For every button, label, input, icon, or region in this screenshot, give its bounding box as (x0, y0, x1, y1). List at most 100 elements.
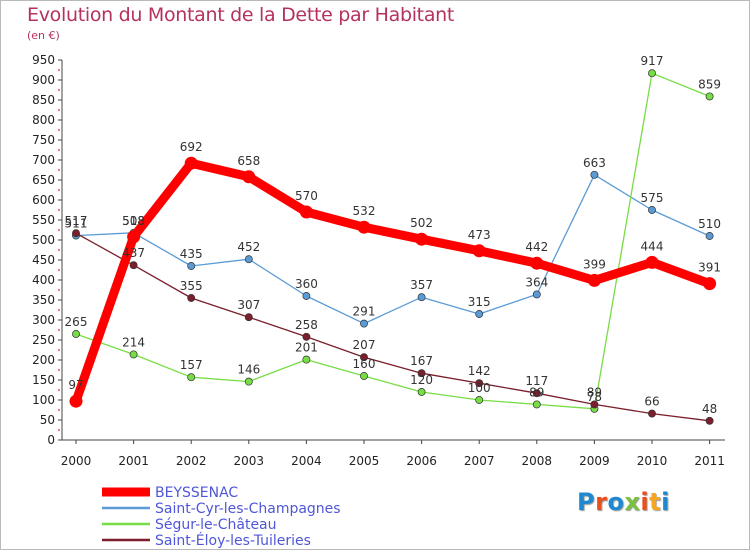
y-minor-tick (58, 169, 60, 171)
y-minor-tick (58, 349, 60, 351)
data-label: 207 (353, 338, 376, 352)
data-label: 502 (410, 216, 433, 230)
data-point (242, 170, 256, 184)
data-label: 355 (180, 279, 203, 293)
y-tick-label: 100 (32, 393, 55, 407)
x-tick-label: 2005 (349, 454, 380, 468)
y-tick-label: 0 (47, 433, 55, 447)
data-point (587, 273, 601, 287)
data-point (302, 292, 311, 300)
logo-letter: o (607, 488, 625, 516)
data-point (530, 256, 544, 270)
data-point (590, 170, 599, 179)
data-point (187, 373, 196, 382)
proxiti-logo: Proxiti (577, 488, 670, 516)
data-point (645, 255, 659, 269)
data-point (360, 353, 368, 362)
logo-letter: i (640, 488, 650, 516)
data-point (302, 355, 311, 364)
data-label: 508 (122, 214, 145, 228)
data-label: 658 (237, 154, 260, 168)
y-minor-tick (58, 269, 60, 271)
logo-letter: t (649, 488, 662, 516)
data-point (472, 244, 486, 258)
data-label: 157 (180, 358, 203, 372)
data-label: 435 (180, 247, 203, 261)
data-label: 917 (641, 54, 664, 68)
data-label: 315 (468, 295, 491, 309)
x-tick-label: 2010 (637, 454, 668, 468)
data-label: 357 (410, 278, 433, 292)
y-minor-tick (58, 249, 60, 251)
y-minor-tick (58, 389, 60, 391)
chart-title: Evolution du Montant de la Dette par Hab… (27, 4, 455, 26)
logo-letter: P (577, 488, 596, 516)
y-tick-label: 800 (32, 113, 55, 127)
legend-label: BEYSSENAC (155, 485, 238, 501)
data-point (299, 205, 313, 219)
data-label: 575 (641, 191, 664, 205)
x-tick-label: 2006 (406, 454, 437, 468)
y-tick-label: 50 (40, 413, 55, 427)
data-label: 117 (525, 374, 548, 388)
data-label: 265 (65, 315, 88, 329)
data-label: 307 (237, 298, 260, 312)
y-tick-label: 400 (32, 273, 55, 287)
y-tick-label: 900 (32, 73, 55, 87)
x-tick-label: 2008 (522, 454, 553, 468)
x-tick-label: 2003 (234, 454, 265, 468)
data-label: 517 (65, 214, 88, 228)
y-tick-label: 350 (32, 293, 55, 307)
data-point (72, 330, 80, 338)
data-label: 89 (587, 385, 602, 399)
y-minor-tick (58, 329, 60, 331)
y-minor-tick (58, 289, 60, 291)
y-tick-label: 850 (32, 93, 55, 107)
y-minor-tick (58, 129, 60, 131)
data-point (648, 206, 656, 214)
y-tick-label: 150 (32, 373, 55, 387)
y-minor-tick (58, 89, 60, 91)
y-minor-tick (58, 189, 60, 191)
data-point (705, 232, 714, 240)
data-point (302, 332, 311, 341)
data-label: 663 (583, 156, 606, 170)
data-point (184, 156, 198, 170)
y-minor-tick (58, 149, 60, 151)
y-tick-label: 450 (32, 253, 55, 267)
data-point (72, 229, 80, 238)
data-label: 511 (65, 217, 88, 231)
data-point (417, 293, 426, 302)
logo-letter: i (661, 488, 670, 516)
data-point (532, 400, 541, 409)
data-label: 167 (410, 354, 433, 368)
data-point (590, 400, 599, 409)
data-label: 399 (583, 257, 606, 271)
data-label: 214 (122, 335, 145, 349)
data-label: 100 (468, 381, 491, 395)
data-label: 146 (237, 363, 260, 377)
data-label: 291 (353, 305, 376, 319)
data-point (129, 350, 138, 359)
y-tick-label: 950 (32, 53, 55, 67)
data-label: 444 (641, 239, 664, 253)
y-tick-label: 500 (32, 233, 55, 247)
data-point (244, 313, 253, 322)
data-point (705, 92, 714, 101)
x-tick-label: 2009 (579, 454, 610, 468)
data-label: 120 (410, 373, 433, 387)
logo-letter: r (595, 488, 608, 516)
x-tick-label: 2000 (61, 454, 92, 468)
y-tick-label: 300 (32, 313, 55, 327)
data-label: 201 (295, 341, 318, 355)
data-point (417, 369, 426, 378)
data-label: 859 (698, 77, 721, 91)
y-tick-label: 650 (32, 173, 55, 187)
data-point (187, 294, 196, 302)
y-tick-label: 550 (32, 213, 55, 227)
y-minor-tick (58, 369, 60, 371)
data-label: 66 (644, 395, 659, 409)
data-label: 89 (529, 385, 544, 399)
data-point (187, 262, 196, 270)
